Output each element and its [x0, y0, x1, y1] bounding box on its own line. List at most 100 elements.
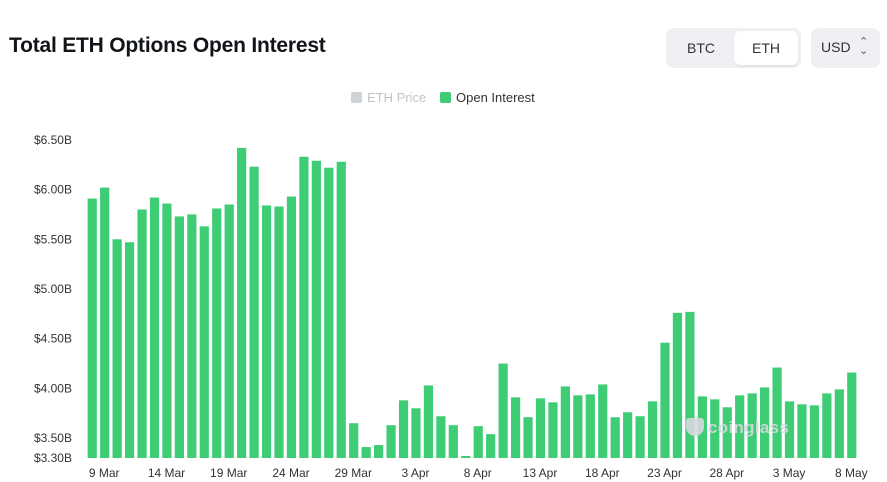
bar-17-apr[interactable]	[573, 395, 583, 458]
legend-item-eth-price[interactable]: ETH Price	[351, 90, 426, 105]
watermark-text: coinglass	[708, 418, 790, 437]
bar-9-mar[interactable]	[87, 198, 97, 459]
bar-19-mar[interactable]	[212, 208, 222, 458]
eth-tab[interactable]: ETH	[734, 31, 798, 65]
legend-swatch-eth-price	[351, 92, 362, 103]
bar-5-may[interactable]	[797, 404, 807, 458]
bar-16-mar[interactable]	[174, 216, 184, 458]
bar-2-may[interactable]	[760, 387, 770, 458]
bar-11-mar[interactable]	[112, 239, 122, 458]
bar-30-apr[interactable]	[735, 395, 745, 458]
x-tick-label: 29 Mar	[335, 466, 372, 480]
bar-13-mar[interactable]	[137, 209, 147, 458]
bar-30-mar[interactable]	[349, 423, 359, 458]
bar-10-apr[interactable]	[486, 434, 496, 458]
bar-14-mar[interactable]	[149, 197, 160, 459]
bar-24-mar[interactable]	[274, 206, 284, 458]
bar-8-may[interactable]	[834, 389, 844, 458]
x-tick-label: 3 Apr	[401, 466, 429, 480]
bar-21-mar[interactable]	[237, 147, 247, 458]
bar-26-apr[interactable]	[685, 311, 695, 458]
y-tick-label: $3.50B	[34, 431, 72, 445]
bar-19-apr[interactable]	[598, 384, 608, 458]
legend-swatch-open-interest	[440, 92, 451, 103]
bar-7-apr[interactable]	[448, 425, 458, 458]
bar-26-mar[interactable]	[299, 156, 309, 458]
x-tick-label: 9 Mar	[89, 466, 120, 480]
bar-9-may[interactable]	[847, 372, 857, 458]
y-tick-label: $6.50B	[34, 133, 72, 147]
y-tick-label: $5.00B	[34, 282, 72, 296]
bar-3-apr[interactable]	[398, 400, 409, 458]
bar-29-apr[interactable]	[722, 407, 732, 458]
bar-1-apr[interactable]	[374, 445, 384, 458]
coinglass-logo-icon	[686, 418, 704, 436]
y-axis: $3.30B $3.50B $4.00B $4.50B $5.00B $5.50B $6.0…	[34, 133, 72, 465]
bar-6-may[interactable]	[809, 405, 820, 458]
bar-25-apr[interactable]	[672, 312, 683, 458]
legend-label-eth-price: ETH Price	[367, 90, 427, 105]
bar-18-mar[interactable]	[199, 226, 209, 458]
bar-20-apr[interactable]	[610, 417, 620, 458]
x-tick-label: 14 Mar	[148, 466, 185, 480]
bar-31-mar[interactable]	[361, 447, 371, 458]
bar-23-mar[interactable]	[261, 205, 272, 458]
bar-4-may[interactable]	[784, 401, 795, 458]
bar-12-mar[interactable]	[124, 242, 135, 458]
bar-25-mar[interactable]	[286, 196, 297, 459]
x-tick-label: 23 Apr	[647, 466, 682, 480]
bar-11-apr[interactable]	[498, 363, 508, 458]
currency-select[interactable]: USD ⌃ ⌄	[811, 28, 880, 68]
legend-item-open-interest[interactable]: Open Interest	[440, 90, 535, 105]
bar-22-apr[interactable]	[635, 416, 645, 458]
bar-17-mar[interactable]	[187, 214, 197, 458]
y-tick-label: $5.50B	[34, 232, 72, 246]
bar-27-mar[interactable]	[311, 160, 321, 458]
y-tick-label: $4.50B	[34, 332, 72, 346]
bar-23-apr[interactable]	[647, 401, 658, 458]
bar-2-apr[interactable]	[386, 425, 396, 458]
bar-21-apr[interactable]	[623, 412, 633, 458]
updown-chevron-icon: ⌃ ⌄	[859, 36, 869, 57]
x-tick-label: 19 Mar	[210, 466, 247, 480]
x-tick-label: 8 May	[835, 466, 868, 480]
x-tick-label: 24 Mar	[272, 466, 309, 480]
bar-1-may[interactable]	[747, 393, 757, 458]
x-tick-label: 18 Apr	[585, 466, 620, 480]
bar-22-mar[interactable]	[249, 166, 259, 458]
x-tick-label: 3 May	[773, 466, 806, 480]
bar-7-may[interactable]	[822, 393, 832, 458]
bar-16-apr[interactable]	[560, 386, 570, 458]
bar-4-apr[interactable]	[411, 408, 421, 458]
bar-18-apr[interactable]	[585, 394, 595, 458]
x-axis: 9 Mar 14 Mar 19 Mar 24 Mar 29 Mar 3 Apr 8 Apr 1…	[89, 466, 868, 480]
bar-10-mar[interactable]	[100, 187, 110, 458]
bar-24-apr[interactable]	[660, 342, 670, 458]
bar-3-may[interactable]	[772, 367, 782, 458]
bar-9-apr[interactable]	[473, 426, 483, 458]
bar-8-apr[interactable]	[461, 456, 471, 458]
bar-12-apr[interactable]	[510, 397, 521, 458]
bar-28-apr[interactable]	[710, 399, 720, 458]
bar-5-apr[interactable]	[423, 385, 434, 458]
x-tick-label: 28 Apr	[709, 466, 744, 480]
asset-toggle: BTC ETH	[666, 28, 801, 68]
bar-13-apr[interactable]	[523, 417, 533, 458]
x-tick-label: 13 Apr	[523, 466, 558, 480]
bar-6-apr[interactable]	[436, 416, 446, 458]
currency-value: USD	[821, 39, 851, 55]
bar-29-mar[interactable]	[336, 161, 346, 458]
bar-15-mar[interactable]	[162, 203, 172, 458]
bar-15-apr[interactable]	[548, 402, 558, 458]
page-title: Total ETH Options Open Interest	[9, 34, 326, 57]
bar-20-mar[interactable]	[224, 204, 234, 459]
legend-label-open-interest: Open Interest	[456, 90, 535, 105]
bar-28-mar[interactable]	[324, 167, 334, 458]
watermark: coinglass	[686, 418, 789, 438]
bar-14-apr[interactable]	[535, 398, 546, 458]
y-tick-label: $3.30B	[34, 451, 72, 465]
y-tick-label: $4.00B	[34, 381, 72, 395]
btc-tab[interactable]: BTC	[687, 40, 715, 56]
bars	[87, 147, 857, 459]
